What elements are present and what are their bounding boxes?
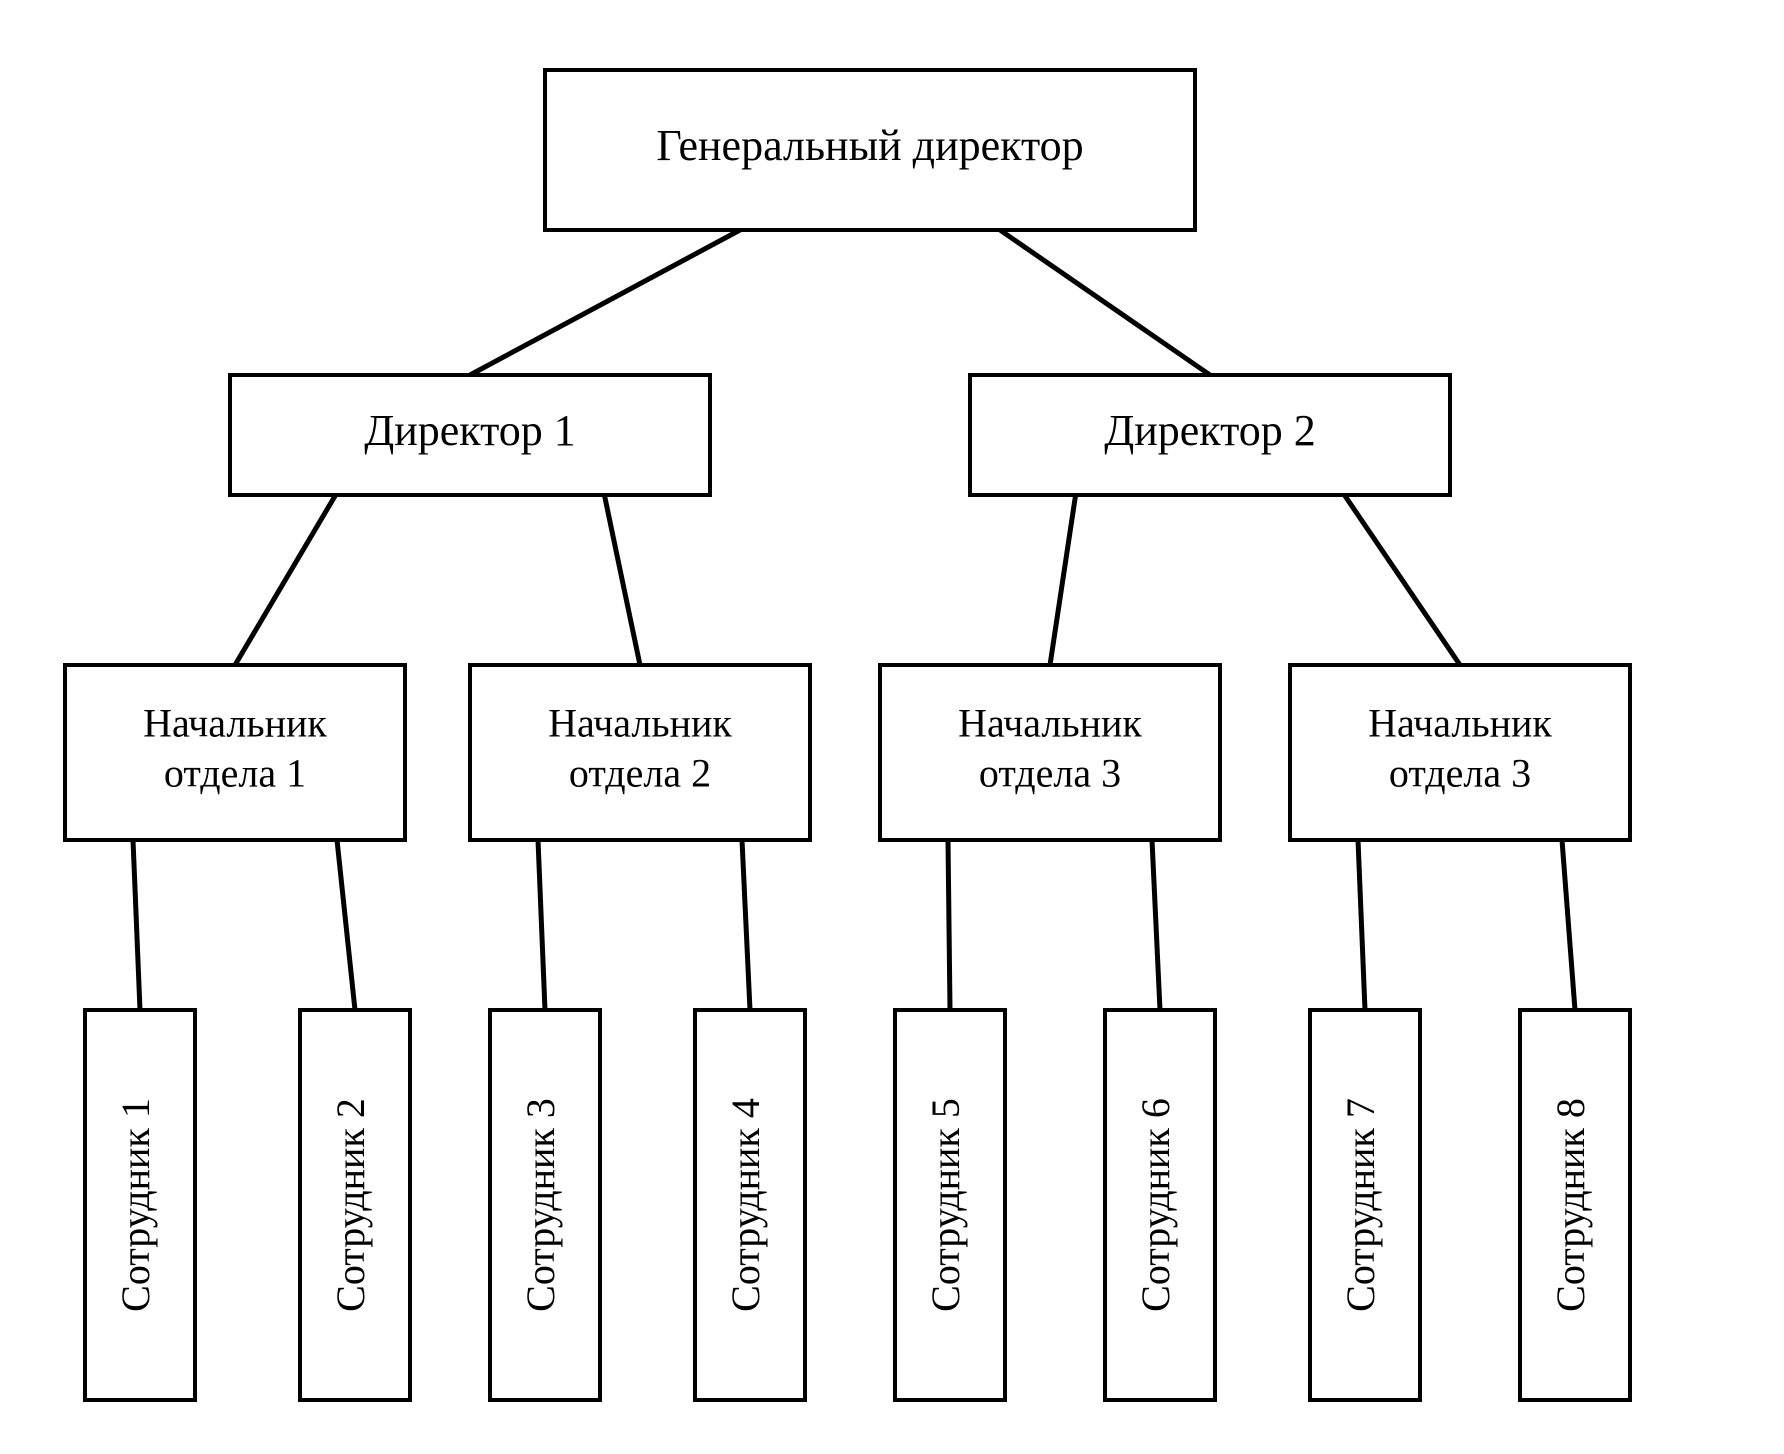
edge-dep3-emp6 (1152, 840, 1160, 1010)
edge-ceo-dir2 (1000, 230, 1210, 375)
node-dep3: Начальник отдела 3 (880, 665, 1220, 840)
node-label-emp4: Сотрудник 4 (723, 1098, 768, 1312)
org-chart: Генеральный директор Директор 1 Директор 2… (0, 0, 1784, 1454)
edge-dep2-emp3 (538, 840, 545, 1010)
edge-dep1-emp2 (337, 840, 355, 1010)
edge-dep4-emp7 (1358, 840, 1365, 1010)
node-dir1: Директор 1 (230, 375, 710, 495)
node-dep1: Начальник отдела 1 (65, 665, 405, 840)
node-label-dep1-line2: отдела 1 (164, 751, 306, 796)
node-label-emp1: Сотрудник 1 (113, 1098, 158, 1312)
node-emp5: Сотрудник 5 (895, 1010, 1005, 1400)
node-dep4: Начальник отдела 3 (1290, 665, 1630, 840)
node-label-emp8: Сотрудник 8 (1548, 1098, 1593, 1312)
node-emp8: Сотрудник 8 (1520, 1010, 1630, 1400)
edge-dep4-emp8 (1562, 840, 1575, 1010)
node-label-emp6: Сотрудник 6 (1133, 1098, 1178, 1312)
edges-layer (133, 230, 1575, 1010)
node-label-dep2-line1: Начальник (548, 701, 732, 746)
node-emp6: Сотрудник 6 (1105, 1010, 1215, 1400)
node-label-dep3-line1: Начальник (958, 701, 1142, 746)
node-label-emp7: Сотрудник 7 (1338, 1098, 1383, 1312)
edge-dep2-emp4 (742, 840, 750, 1010)
edge-ceo-dir1 (470, 230, 740, 375)
node-emp4: Сотрудник 4 (695, 1010, 805, 1400)
node-dir2: Директор 2 (970, 375, 1450, 495)
node-label-dir1: Директор 1 (364, 406, 576, 455)
node-emp1: Сотрудник 1 (85, 1010, 195, 1400)
node-label-dir2: Директор 2 (1104, 406, 1316, 455)
node-emp2: Сотрудник 2 (300, 1010, 410, 1400)
node-label-dep1-line1: Начальник (143, 701, 327, 746)
node-dep2: Начальник отдела 2 (470, 665, 810, 840)
edge-dir1-dep2 (604, 495, 640, 665)
node-label-dep4-line2: отдела 3 (1389, 751, 1531, 796)
node-label-emp3: Сотрудник 3 (518, 1098, 563, 1312)
node-label-dep3-line2: отдела 3 (979, 751, 1121, 796)
edge-dep3-emp5 (948, 840, 950, 1010)
node-label-dep2-line2: отдела 2 (569, 751, 711, 796)
node-emp3: Сотрудник 3 (490, 1010, 600, 1400)
node-ceo: Генеральный директор (545, 70, 1195, 230)
node-emp7: Сотрудник 7 (1310, 1010, 1420, 1400)
edge-dep1-emp1 (133, 840, 140, 1010)
node-label-dep4-line1: Начальник (1368, 701, 1552, 746)
node-label-emp5: Сотрудник 5 (923, 1098, 968, 1312)
edge-dir2-dep3 (1050, 495, 1076, 665)
edge-dir2-dep4 (1344, 495, 1460, 665)
nodes-layer: Генеральный директор Директор 1 Директор 2… (65, 70, 1630, 1400)
edge-dir1-dep1 (235, 495, 336, 665)
node-label-emp2: Сотрудник 2 (328, 1098, 373, 1312)
node-label-ceo: Генеральный директор (656, 121, 1083, 170)
